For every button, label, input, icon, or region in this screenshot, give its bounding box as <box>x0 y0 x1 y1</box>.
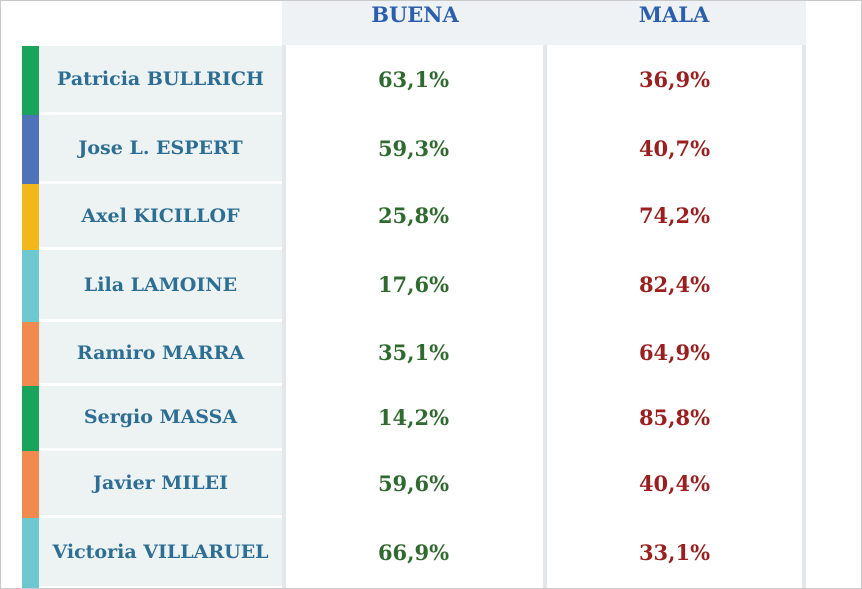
mala-value: 82,4% <box>547 250 802 319</box>
buena-value: 63,1% <box>284 46 543 112</box>
mala-value: 40,4% <box>547 451 802 515</box>
name-cell: Javier MILEI <box>39 451 282 515</box>
candidate-name: Victoria VILLARUEL <box>52 541 269 563</box>
table-header <box>282 1 806 45</box>
row-color-stripe <box>22 184 39 250</box>
buena-value: 25,8% <box>284 184 543 247</box>
mala-value: 40,7% <box>547 115 802 181</box>
name-cell: Jose L. ESPERT <box>39 115 282 181</box>
row-color-stripe <box>22 386 39 451</box>
mala-value: 33,1% <box>547 518 802 586</box>
table-row: Victoria VILLARUEL 66,9% 33,1% <box>22 518 804 588</box>
mala-value: 74,2% <box>547 184 802 247</box>
row-color-stripe <box>22 451 39 518</box>
buena-value: 59,6% <box>284 451 543 515</box>
candidate-name: Lila LAMOINE <box>83 273 238 296</box>
candidate-name: Jose L. ESPERT <box>78 137 243 159</box>
table-row: Javier MILEI 59,6% 40,4% <box>22 451 804 518</box>
buena-value: 59,3% <box>284 115 543 181</box>
mala-value: 36,9% <box>547 46 802 112</box>
column-header-mala: MALA <box>638 2 710 27</box>
candidate-name: Javier MILEI <box>93 472 228 494</box>
candidate-name: Axel KICILLOF <box>81 204 240 227</box>
column-header-buena: BUENA <box>371 2 459 27</box>
row-color-stripe <box>22 46 39 115</box>
buena-value: 14,2% <box>284 386 543 448</box>
buena-value: 66,9% <box>284 518 543 586</box>
table-row: Sergio MASSA 14,2% 85,8% <box>22 386 804 451</box>
row-color-stripe <box>22 250 39 322</box>
name-cell: Victoria VILLARUEL <box>39 518 282 586</box>
buena-value: 17,6% <box>284 250 543 319</box>
mala-value: 85,8% <box>547 386 802 448</box>
table-row: Patricia BULLRICH 63,1% 36,9% <box>22 46 804 115</box>
buena-value: 35,1% <box>284 322 543 383</box>
table-row: Axel KICILLOF 25,8% 74,2% <box>22 184 804 250</box>
mala-value: 64,9% <box>547 322 802 383</box>
table-row: Ramiro MARRA 35,1% 64,9% <box>22 322 804 386</box>
candidate-name: Patricia BULLRICH <box>57 68 264 90</box>
column-divider <box>543 45 547 588</box>
candidate-name: Sergio MASSA <box>83 406 238 428</box>
name-cell: Axel KICILLOF <box>39 184 282 247</box>
row-color-stripe <box>22 115 39 184</box>
name-cell: Lila LAMOINE <box>39 250 282 319</box>
name-cell: Ramiro MARRA <box>39 322 282 383</box>
column-divider <box>282 45 286 588</box>
name-cell: Sergio MASSA <box>39 386 282 448</box>
name-cell: Patricia BULLRICH <box>39 46 282 112</box>
row-color-stripe <box>22 518 39 588</box>
table-row: Lila LAMOINE 17,6% 82,4% <box>22 250 804 322</box>
row-color-stripe <box>22 322 39 386</box>
column-divider <box>802 45 806 588</box>
candidate-name: Ramiro MARRA <box>76 341 245 364</box>
table-row: Jose L. ESPERT 59,3% 40,7% <box>22 115 804 184</box>
